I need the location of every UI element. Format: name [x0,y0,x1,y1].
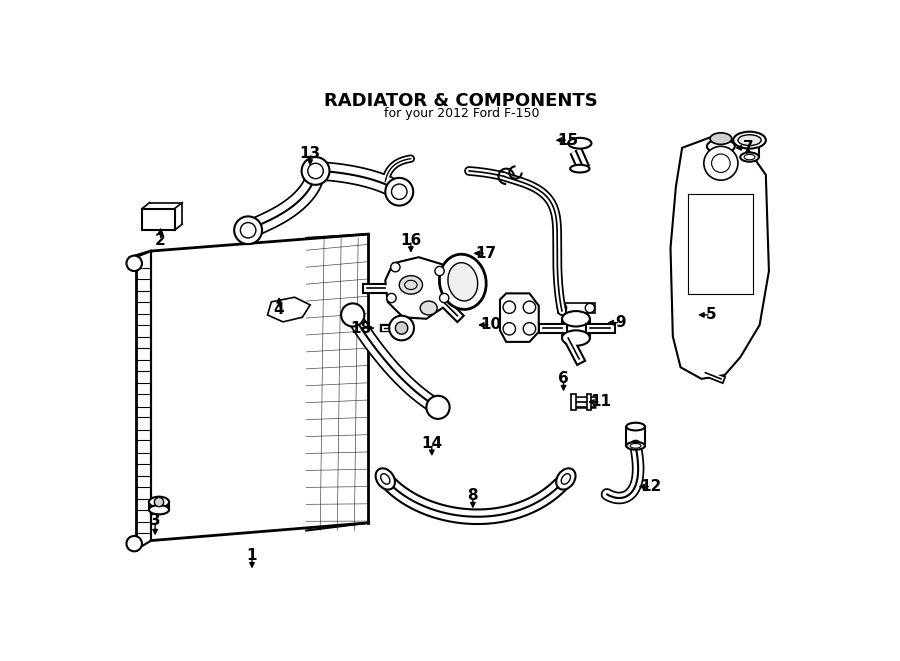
Text: 14: 14 [421,436,443,451]
Ellipse shape [148,496,169,508]
Text: 12: 12 [641,479,662,494]
Text: 16: 16 [400,233,421,248]
Text: 1: 1 [247,549,257,563]
Circle shape [427,396,450,419]
Circle shape [155,498,164,507]
Text: for your 2012 Ford F-150: for your 2012 Ford F-150 [383,107,539,120]
Text: 5: 5 [706,307,716,323]
Text: 6: 6 [558,371,569,386]
Bar [562,318,590,338]
Ellipse shape [626,442,645,449]
Bar [572,394,576,410]
Ellipse shape [562,330,590,346]
Ellipse shape [556,468,575,490]
Polygon shape [385,257,450,319]
Circle shape [704,146,738,180]
Circle shape [385,178,413,206]
Ellipse shape [439,254,486,309]
Polygon shape [558,303,595,313]
Text: 10: 10 [480,317,501,332]
Text: 17: 17 [475,246,497,261]
Circle shape [387,293,396,303]
Text: 13: 13 [300,145,320,161]
Ellipse shape [570,165,590,173]
Text: 18: 18 [350,321,371,336]
Circle shape [395,322,408,334]
Ellipse shape [420,301,437,315]
Ellipse shape [375,468,395,490]
Ellipse shape [448,262,478,301]
Ellipse shape [400,276,422,294]
Circle shape [391,262,400,272]
Text: RADIATOR & COMPONENTS: RADIATOR & COMPONENTS [324,92,598,110]
Text: 8: 8 [468,488,478,504]
Circle shape [435,266,445,276]
Ellipse shape [568,138,591,149]
Text: 9: 9 [615,315,626,330]
Text: 7: 7 [742,140,753,155]
Ellipse shape [738,135,761,145]
Polygon shape [670,136,769,379]
Circle shape [439,293,449,303]
Circle shape [126,536,142,551]
Ellipse shape [562,311,590,327]
Text: 15: 15 [558,133,579,147]
Circle shape [341,303,365,327]
Text: 3: 3 [149,513,160,528]
Circle shape [302,157,329,185]
Circle shape [126,256,142,271]
Polygon shape [267,297,310,322]
Polygon shape [142,209,175,230]
Ellipse shape [710,133,732,144]
Circle shape [234,216,262,244]
Ellipse shape [706,139,734,153]
Ellipse shape [148,505,169,514]
Polygon shape [500,293,539,342]
Ellipse shape [734,132,766,149]
Circle shape [389,316,414,340]
Ellipse shape [741,153,759,162]
Ellipse shape [626,423,645,430]
Bar [587,394,591,410]
Text: 2: 2 [155,233,166,248]
Text: 4: 4 [274,302,284,317]
Text: 11: 11 [590,395,611,409]
